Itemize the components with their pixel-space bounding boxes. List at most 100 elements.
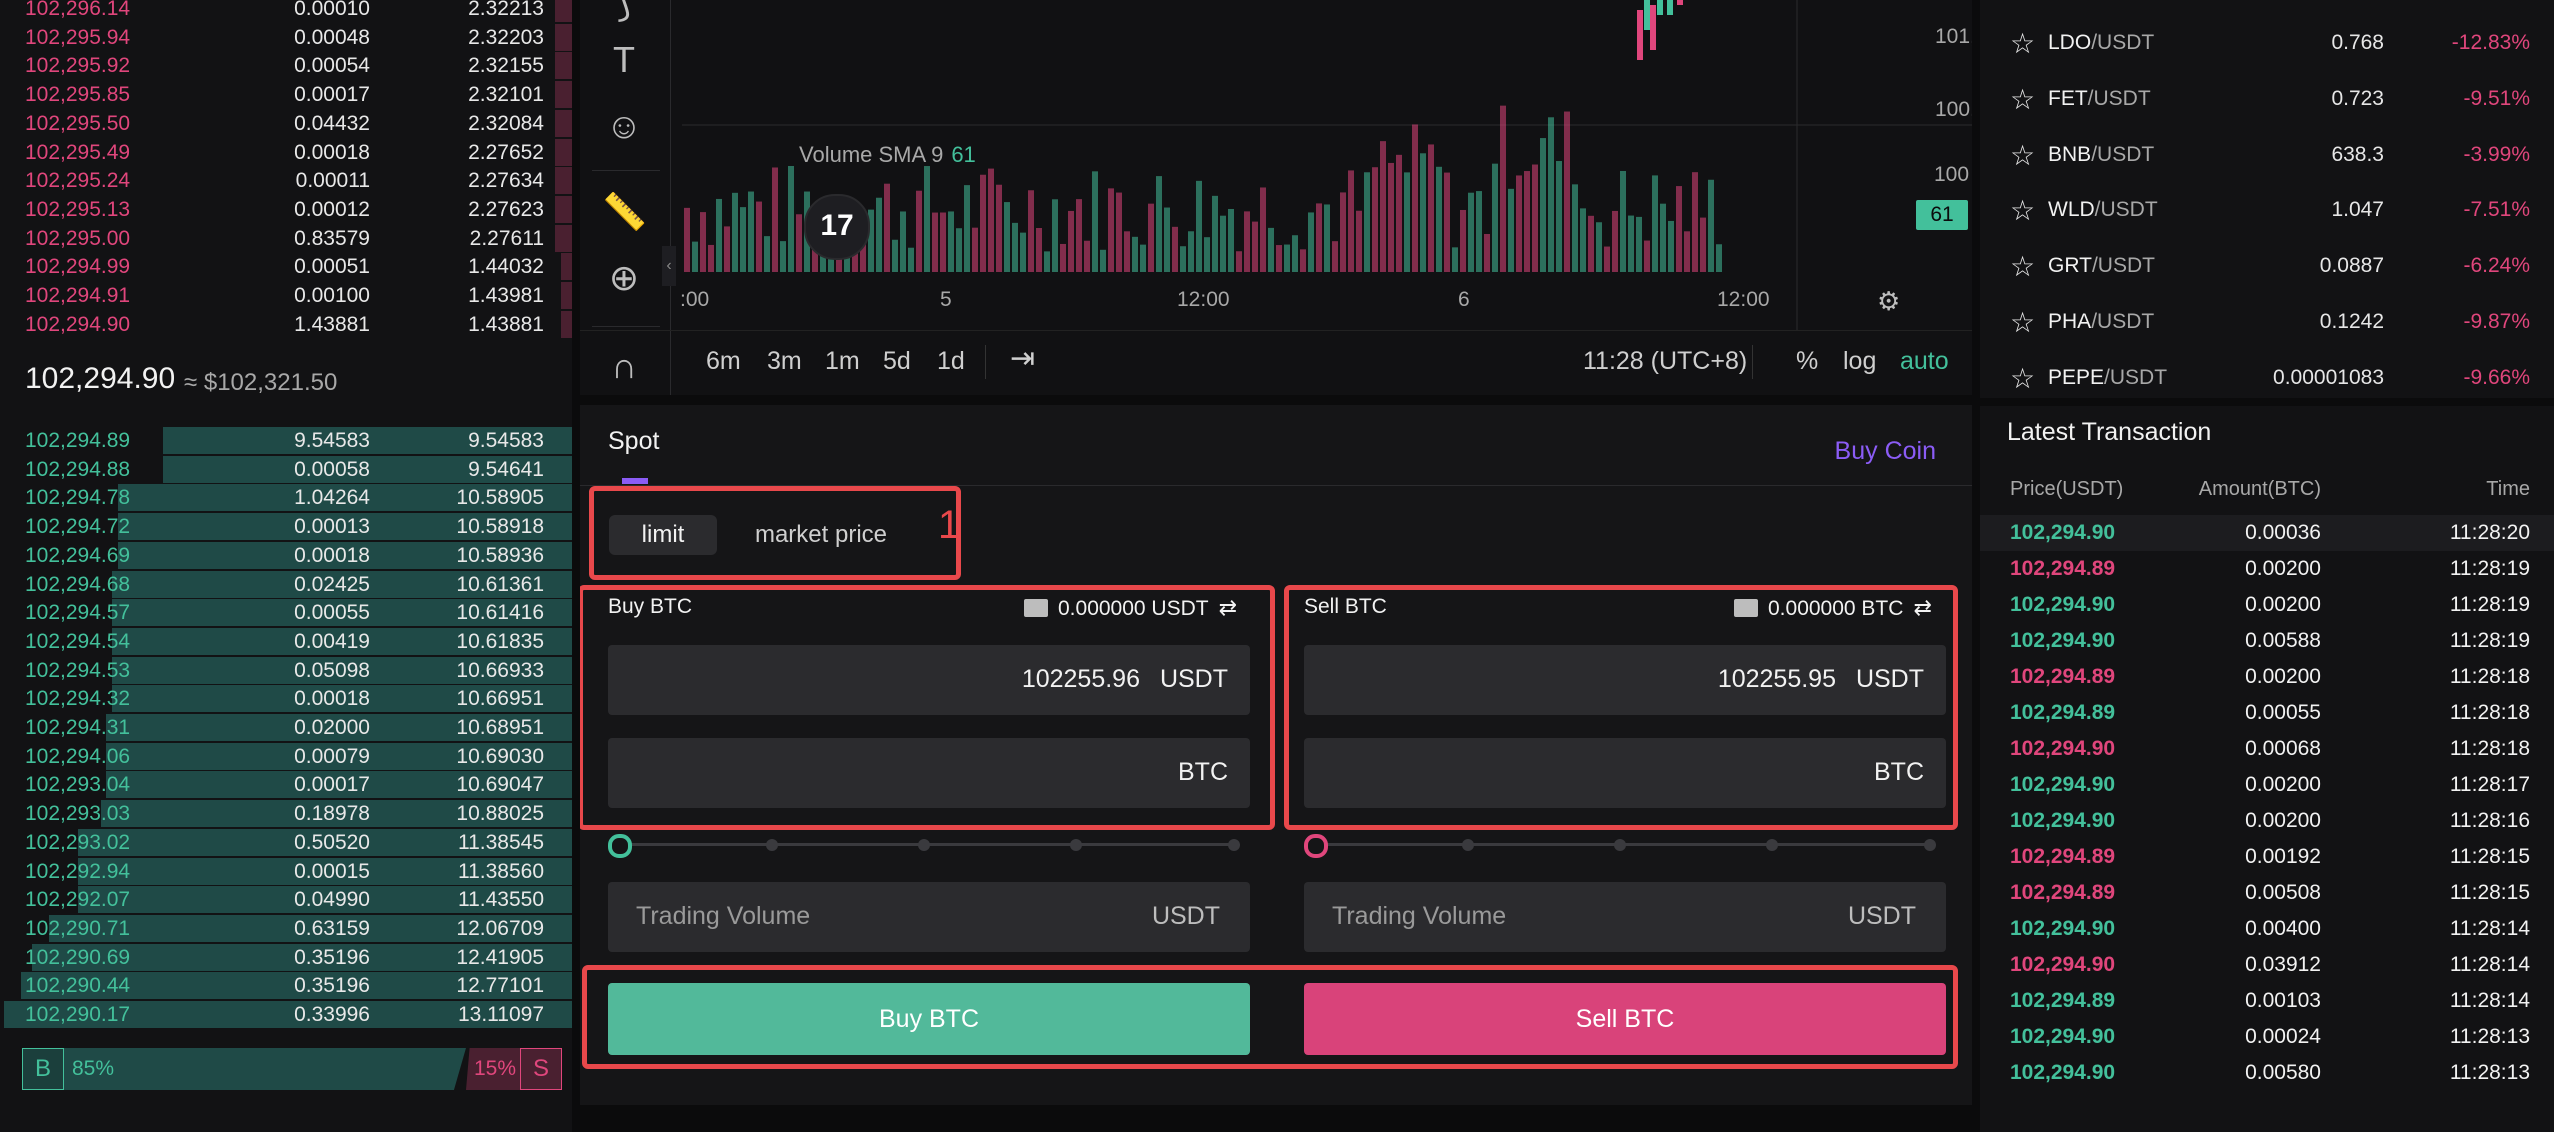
volume-axis-label: 100 (1934, 163, 1970, 186)
buy-volume-input[interactable]: Trading Volume USDT (608, 882, 1250, 952)
bid-row[interactable]: 102,294.68 0.02425 10.61361 (0, 570, 572, 599)
volume-bar (1524, 171, 1530, 272)
ask-row[interactable]: 102,295.49 0.00018 2.27652 (0, 138, 572, 167)
volume-bar (732, 192, 738, 272)
bid-row[interactable]: 102,290.69 0.35196 12.41905 (0, 943, 572, 972)
buy-amount-input[interactable]: BTC (608, 738, 1250, 808)
bid-row[interactable]: 102,294.32 0.00018 10.66951 (0, 684, 572, 713)
collapse-toolbar-icon[interactable]: ‹ (662, 246, 676, 286)
bid-row[interactable]: 102,292.07 0.04990 11.43550 (0, 885, 572, 914)
bid-row[interactable]: 102,294.88 0.00058 9.54641 (0, 455, 572, 484)
bid-row[interactable]: 102,293.04 0.00017 10.69047 (0, 770, 572, 799)
mid-price: 102,294.90 (25, 362, 176, 395)
bid-depth-bar (118, 484, 572, 512)
sell-price-input[interactable]: 102255.95 USDT (1304, 645, 1946, 715)
bid-row[interactable]: 102,292.94 0.00015 11.38560 (0, 857, 572, 886)
market-row[interactable]: ☆ PEPE/USDT 0.00001083 -9.66% (1980, 348, 2554, 404)
bid-row[interactable]: 102,294.69 0.00018 10.58936 (0, 541, 572, 570)
date-range-icon[interactable]: ⇥ (1010, 342, 1036, 375)
bid-row[interactable]: 102,294.31 0.02000 10.68951 (0, 713, 572, 742)
volume-bar (916, 190, 922, 272)
buy-percent-slider[interactable] (608, 834, 1248, 858)
favorite-star-icon[interactable]: ☆ (2010, 251, 2036, 283)
favorite-star-icon[interactable]: ☆ (2010, 139, 2036, 171)
favorite-star-icon[interactable]: ☆ (2010, 28, 2036, 59)
favorite-star-icon[interactable]: ☆ (2010, 195, 2036, 227)
sell-btc-button[interactable]: Sell BTC (1304, 983, 1946, 1055)
bid-row[interactable]: 102,294.78 1.04264 10.58905 (0, 483, 572, 512)
sell-slider-handle[interactable] (1304, 834, 1328, 858)
bid-row[interactable]: 102,294.53 0.05098 10.66933 (0, 656, 572, 685)
bid-total: 10.61835 (456, 629, 544, 653)
bid-row[interactable]: 102,294.54 0.00419 10.61835 (0, 627, 572, 656)
ask-total: 2.27652 (468, 140, 544, 164)
market-row[interactable]: ☆ LDO/USDT 0.768 -12.83% (1980, 13, 2554, 69)
price-candle (1650, 5, 1656, 50)
market-row[interactable]: ☆ FET/USDT 0.723 -9.51% (1980, 69, 2554, 125)
market-order-tab[interactable]: market price (754, 521, 888, 548)
buy-slider-handle[interactable] (608, 834, 632, 858)
range-6m[interactable]: 6m (706, 347, 741, 375)
sell-amount-input[interactable]: BTC (1304, 738, 1946, 808)
range-1m[interactable]: 1m (825, 347, 860, 375)
market-row[interactable]: ☆ GRT/USDT 0.0887 -6.24% (1980, 236, 2554, 292)
emoji-tool-icon[interactable]: ☺ (605, 105, 643, 146)
ask-row[interactable]: 102,295.13 0.00012 2.27623 (0, 195, 572, 224)
bid-row[interactable]: 102,294.06 0.00079 10.69030 (0, 742, 572, 771)
ask-row[interactable]: 102,295.85 0.00017 2.32101 (0, 80, 572, 109)
buy-btc-button[interactable]: Buy BTC (608, 983, 1250, 1055)
ruler-tool-icon[interactable]: 📏 (602, 191, 647, 232)
ask-row[interactable]: 102,295.94 0.00048 2.32203 (0, 23, 572, 52)
bid-row[interactable]: 102,294.72 0.00013 10.58918 (0, 512, 572, 541)
chart-plot[interactable]: 101,000.00 100,000.00 100 61 Volume SMA … (680, 0, 2040, 395)
chart-settings-icon[interactable]: ⚙ (1877, 286, 1901, 316)
spot-tab[interactable]: Spot (608, 427, 660, 455)
ask-row[interactable]: 102,295.92 0.00054 2.32155 (0, 51, 572, 80)
favorite-star-icon[interactable]: ☆ (2010, 83, 2036, 115)
ask-row[interactable]: 102,296.14 0.00010 2.32213 (0, 0, 572, 23)
bid-row[interactable]: 102,290.17 0.33996 13.11097 (0, 1000, 572, 1029)
transfer-icon[interactable]: ⇄ (1913, 595, 1932, 620)
sell-percent-slider[interactable] (1304, 834, 1944, 858)
sell-volume-input[interactable]: Trading Volume USDT (1304, 882, 1946, 952)
range-5d[interactable]: 5d (883, 347, 911, 375)
bid-depth-bar (112, 627, 572, 655)
volume-bar (1444, 172, 1450, 272)
zoom-in-icon[interactable]: ⊕ (608, 257, 640, 298)
magnet-tool-icon[interactable]: ∩ (611, 345, 637, 386)
ask-row[interactable]: 102,295.24 0.00011 2.27634 (0, 166, 572, 195)
bid-row[interactable]: 102,293.03 0.18978 10.88025 (0, 799, 572, 828)
ask-row[interactable]: 102,294.90 1.43881 1.43881 (0, 310, 572, 339)
range-1d[interactable]: 1d (937, 347, 965, 375)
ask-total: 2.27611 (469, 226, 544, 250)
favorite-star-icon[interactable]: ☆ (2010, 362, 2036, 394)
ask-row[interactable]: 102,295.00 0.83579 2.27611 (0, 224, 572, 253)
bid-row[interactable]: 102,290.71 0.63159 12.06709 (0, 914, 572, 943)
sell-ratio-fill (466, 1048, 526, 1090)
volume-bar (1188, 231, 1194, 272)
bid-row[interactable]: 102,294.89 9.54583 9.54583 (0, 426, 572, 455)
limit-order-tab[interactable]: limit (609, 515, 717, 555)
bid-row[interactable]: 102,294.57 0.00055 10.61416 (0, 598, 572, 627)
log-scale-toggle[interactable]: log (1843, 347, 1877, 375)
range-3m[interactable]: 3m (767, 347, 802, 375)
favorite-star-icon[interactable]: ☆ (2010, 307, 2036, 338)
ask-row[interactable]: 102,294.91 0.00100 1.43981 (0, 281, 572, 310)
market-row[interactable]: ☆ WLD/USDT 1.047 -7.51% (1980, 180, 2554, 236)
ask-row[interactable]: 102,295.50 0.04432 2.32084 (0, 109, 572, 138)
volume-bar (892, 239, 898, 272)
market-row[interactable]: ☆ BNB/USDT 638.3 -3.99% (1980, 125, 2554, 181)
brush-tool-icon[interactable]: ⟆ (616, 0, 632, 24)
text-tool-icon[interactable]: T (613, 39, 635, 80)
bid-depth-bar (163, 455, 572, 483)
auto-scale-toggle[interactable]: auto (1900, 347, 1949, 375)
bid-row[interactable]: 102,293.02 0.50520 11.38545 (0, 828, 572, 857)
buy-coin-link[interactable]: Buy Coin (1834, 437, 1936, 465)
percent-scale-toggle[interactable]: % (1796, 347, 1819, 375)
market-row[interactable]: ☆ PHA/USDT 0.1242 -9.87% (1980, 292, 2554, 348)
ask-row[interactable]: 102,294.99 0.00051 1.44032 (0, 252, 572, 281)
bid-row[interactable]: 102,290.44 0.35196 12.77101 (0, 971, 572, 1000)
transfer-icon[interactable]: ⇄ (1218, 595, 1238, 620)
timezone-clock[interactable]: 11:28 (UTC+8) (1583, 347, 1748, 375)
buy-price-input[interactable]: 102255.96 USDT (608, 645, 1250, 715)
